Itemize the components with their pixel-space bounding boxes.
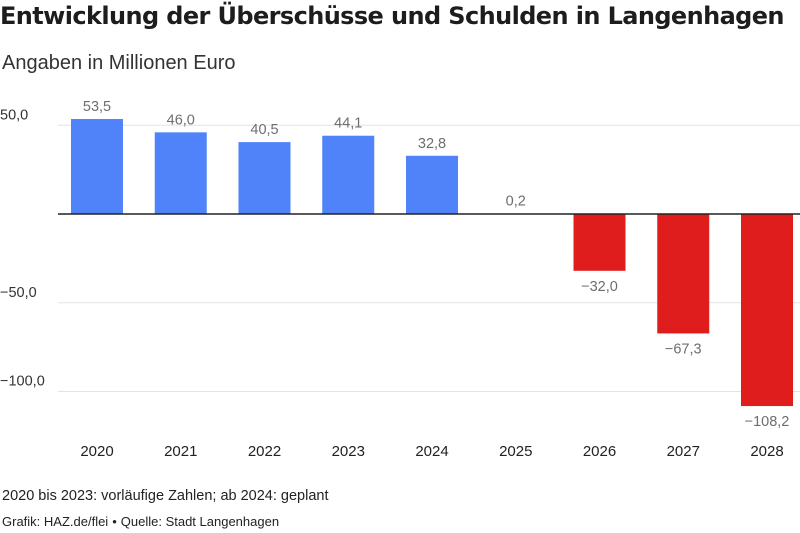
bar [154,132,207,214]
x-tick-label: 2025 [499,443,532,460]
credit-line: Grafik: HAZ.de/flei • Quelle: Stadt Langen… [2,514,279,529]
bar [741,214,793,407]
bar [657,214,710,334]
data-label: −67,3 [665,341,702,357]
y-tick-label: −100,0 [0,374,45,390]
x-tick-label: 2021 [164,443,197,460]
bar [71,119,123,214]
chart-title: Entwicklung der Überschüsse und Schulden… [0,2,785,30]
x-tick-label: 2020 [80,443,113,460]
credit-source: Quelle: Stadt Langenhagen [120,514,280,529]
y-tick-label: 50,0 [0,107,28,123]
y-tick-label: −50,0 [0,285,37,301]
x-tick-label: 2023 [332,443,365,460]
data-label: 46,0 [167,112,195,128]
data-label: −32,0 [581,279,618,295]
data-label: 44,1 [334,116,362,132]
x-tick-label: 2022 [248,443,281,460]
x-tick-label: 2026 [583,443,616,460]
data-label: −108,2 [745,414,790,430]
bar [573,214,626,271]
credit-graphic: Grafik: HAZ.de/flei [2,514,109,529]
data-label: 0,2 [506,194,526,210]
data-label: 40,5 [250,122,278,138]
x-tick-label: 2028 [750,443,783,460]
data-label: 32,8 [418,136,446,152]
x-tick-label: 2027 [667,443,700,460]
credit-separator: • [112,514,117,529]
bar [406,155,458,214]
x-tick-label: 2024 [415,443,448,460]
chart-subtitle: Angaben in Millionen Euro [2,52,236,74]
bar [238,142,291,214]
bar-chart: 50,0 −50,0 −100,0 53,5 2020 46,0 2021 40,5 2022 4… [0,99,800,460]
bar [322,135,375,214]
data-label: 53,5 [83,99,111,115]
footnote: 2020 bis 2023: vorläufige Zahlen; ab 202… [2,488,329,504]
